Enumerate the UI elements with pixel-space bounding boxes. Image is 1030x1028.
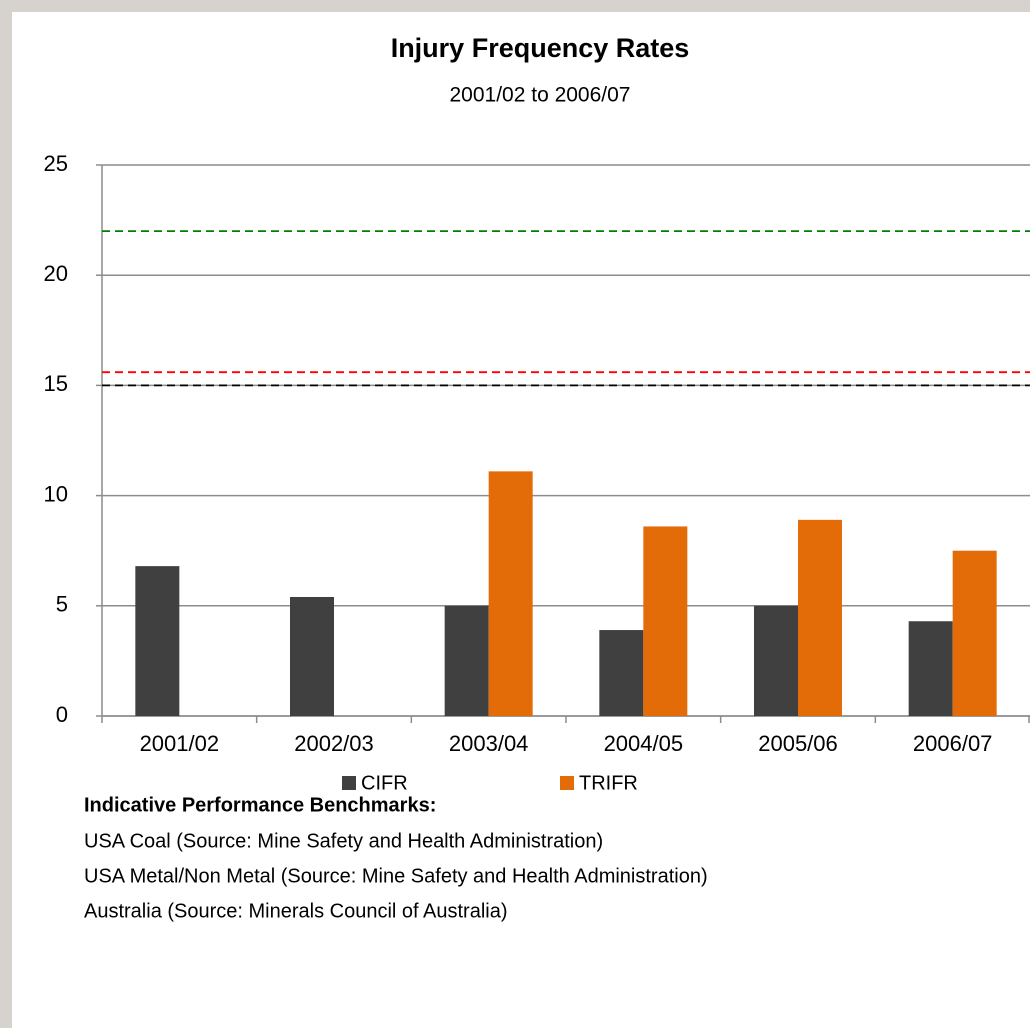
y-tick-label: 20 — [44, 261, 68, 286]
y-tick-label: 25 — [44, 151, 68, 176]
bar — [754, 605, 798, 716]
bar — [599, 630, 644, 716]
x-tick-label: 2004/05 — [604, 731, 684, 756]
reference-label: USA Coal (Source: Mine Safety and Health… — [84, 830, 603, 852]
x-tick-label: 2005/06 — [758, 731, 838, 756]
x-tick-label: 2003/04 — [449, 731, 529, 756]
bar — [135, 566, 180, 716]
legend-swatch — [560, 776, 574, 790]
bar — [798, 519, 842, 716]
legend-label: TRIFR — [579, 772, 638, 794]
bar — [643, 526, 688, 716]
reference-label: Australia (Source: Minerals Council of A… — [84, 900, 508, 922]
legend-label: CIFR — [361, 772, 408, 794]
bar — [908, 621, 953, 716]
x-tick-label: 2002/03 — [294, 731, 374, 756]
benchmarks-title: Indicative Performance Benchmarks: — [84, 794, 436, 816]
bar — [952, 550, 997, 716]
bar — [444, 605, 489, 716]
chart-title: Injury Frequency Rates — [391, 33, 690, 63]
legend-swatch — [342, 776, 356, 790]
y-tick-label: 10 — [44, 481, 68, 506]
chart-subtitle: 2001/02 to 2006/07 — [449, 84, 630, 107]
bar — [488, 471, 533, 716]
x-tick-label: 2001/02 — [140, 731, 220, 756]
y-tick-label: 15 — [44, 371, 68, 396]
x-tick-label: 2006/07 — [913, 731, 993, 756]
y-tick-label: 0 — [56, 702, 68, 727]
y-tick-label: 5 — [56, 592, 68, 617]
bar — [290, 596, 334, 716]
reference-label: USA Metal/Non Metal (Source: Mine Safety… — [84, 865, 708, 887]
